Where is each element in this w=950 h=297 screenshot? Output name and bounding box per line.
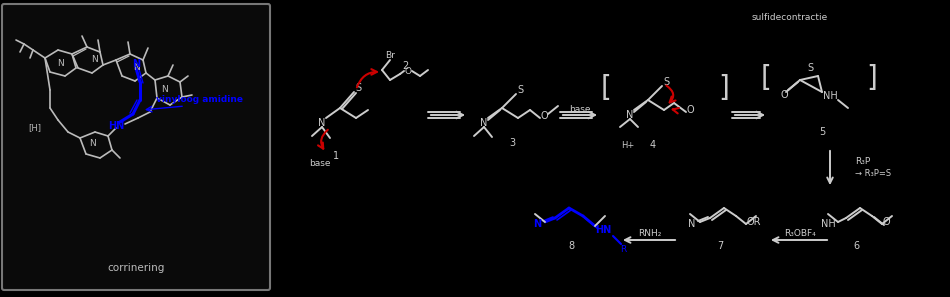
Text: [: [ xyxy=(761,64,771,92)
Text: HN: HN xyxy=(595,225,611,235)
Text: base: base xyxy=(569,105,591,113)
Text: N: N xyxy=(318,118,326,128)
Text: O: O xyxy=(883,217,890,227)
Text: N: N xyxy=(689,219,695,229)
Text: R₃P: R₃P xyxy=(855,157,870,167)
Text: S: S xyxy=(807,63,813,73)
Text: S: S xyxy=(355,83,361,93)
Text: N: N xyxy=(89,138,96,148)
Text: R: R xyxy=(619,246,626,255)
Text: [H]: [H] xyxy=(28,124,42,132)
Text: O: O xyxy=(405,67,411,77)
Text: N: N xyxy=(133,64,140,72)
Text: O: O xyxy=(686,105,694,115)
Text: N: N xyxy=(626,110,634,120)
Text: Br: Br xyxy=(385,51,395,61)
Text: 2: 2 xyxy=(402,61,408,71)
Text: 1: 1 xyxy=(332,151,339,161)
Text: 5: 5 xyxy=(819,127,826,137)
Text: sulfidecontractie: sulfidecontractie xyxy=(751,13,828,23)
Text: N: N xyxy=(481,118,487,128)
Text: RNH₂: RNH₂ xyxy=(638,228,662,238)
Text: corrinering: corrinering xyxy=(107,263,164,273)
Text: N: N xyxy=(57,59,64,67)
Text: HN: HN xyxy=(108,121,124,131)
Text: O: O xyxy=(541,111,548,121)
Text: 4: 4 xyxy=(650,140,656,150)
Text: ]: ] xyxy=(866,64,878,92)
Text: S: S xyxy=(517,85,523,95)
Text: S: S xyxy=(663,77,669,87)
Text: 8: 8 xyxy=(568,241,574,251)
FancyBboxPatch shape xyxy=(2,4,270,290)
Text: NH: NH xyxy=(821,219,835,229)
Text: N: N xyxy=(533,219,542,229)
Text: N: N xyxy=(162,86,168,94)
Text: N: N xyxy=(90,56,97,64)
Text: base: base xyxy=(310,159,331,168)
Text: R₃OBF₄: R₃OBF₄ xyxy=(784,228,816,238)
Text: ]: ] xyxy=(718,74,730,102)
Text: [: [ xyxy=(600,74,612,102)
Text: 6: 6 xyxy=(853,241,859,251)
Text: H+: H+ xyxy=(621,140,635,149)
Text: 3: 3 xyxy=(509,138,515,148)
Text: O: O xyxy=(780,90,788,100)
Text: N: N xyxy=(132,59,140,69)
Text: 7: 7 xyxy=(717,241,723,251)
Text: → R₃P=S: → R₃P=S xyxy=(855,170,891,178)
Text: vinyloog amidine: vinyloog amidine xyxy=(157,96,243,105)
Text: OR: OR xyxy=(747,217,761,227)
Text: NH: NH xyxy=(823,91,837,101)
